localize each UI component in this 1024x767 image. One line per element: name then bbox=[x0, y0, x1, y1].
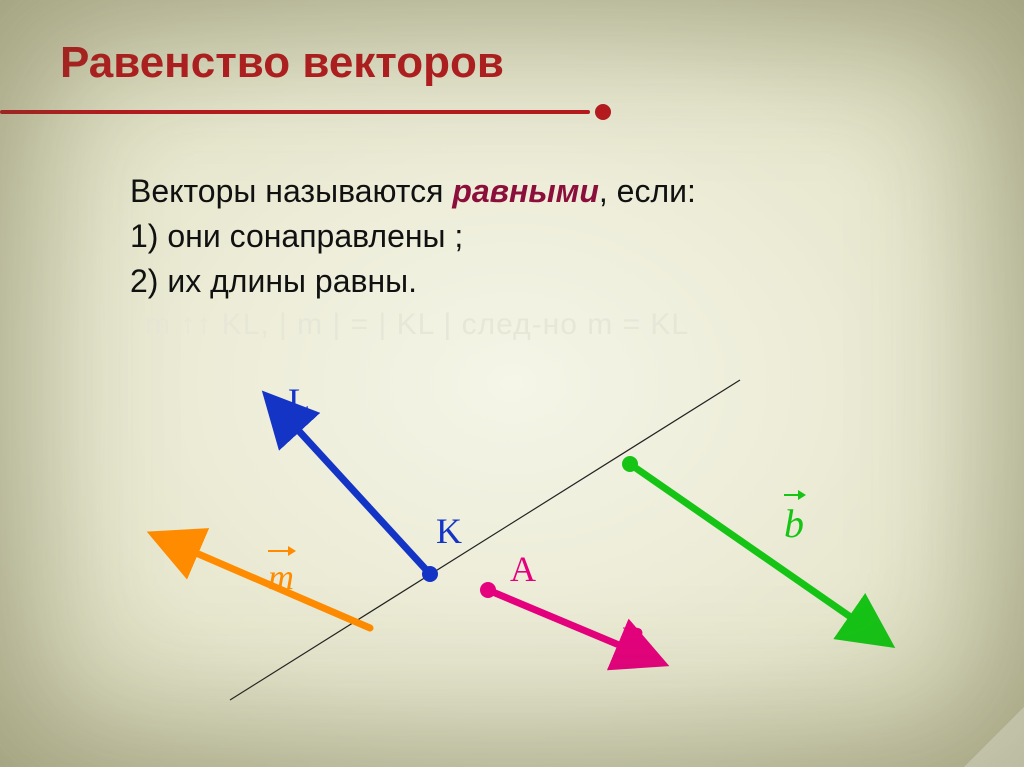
intro-line: Векторы называются равными, если: bbox=[130, 170, 696, 213]
condition-2: 2) их длины равны. bbox=[130, 260, 417, 303]
corner-fold bbox=[964, 707, 1024, 767]
vector-diagram bbox=[0, 0, 1024, 767]
vector-b bbox=[630, 464, 878, 636]
diagram-label-b: b bbox=[784, 500, 804, 547]
title-text: Равенство векторов bbox=[60, 38, 504, 87]
condition-1: 1) они сонаправлены ; bbox=[130, 215, 463, 258]
diagram-label-B: B bbox=[622, 618, 646, 660]
diagram-label-m: m bbox=[268, 556, 294, 598]
faded-equation: m ↑↑ KL, | m | = | KL | след-но m = KL bbox=[145, 308, 689, 342]
intro-post: , если: bbox=[599, 173, 696, 209]
diagram-label-L: L bbox=[288, 380, 310, 422]
diagram-label-A: A bbox=[510, 548, 536, 590]
vector-KL bbox=[276, 406, 430, 574]
title-underline bbox=[0, 110, 590, 114]
title-underline-dot bbox=[595, 104, 611, 120]
intro-em: равными bbox=[452, 173, 599, 209]
intro-pre: Векторы называются bbox=[130, 173, 452, 209]
diagram-label-K: K bbox=[436, 510, 462, 552]
page-title: Равенство векторов bbox=[60, 38, 504, 88]
vignette bbox=[0, 0, 1024, 767]
